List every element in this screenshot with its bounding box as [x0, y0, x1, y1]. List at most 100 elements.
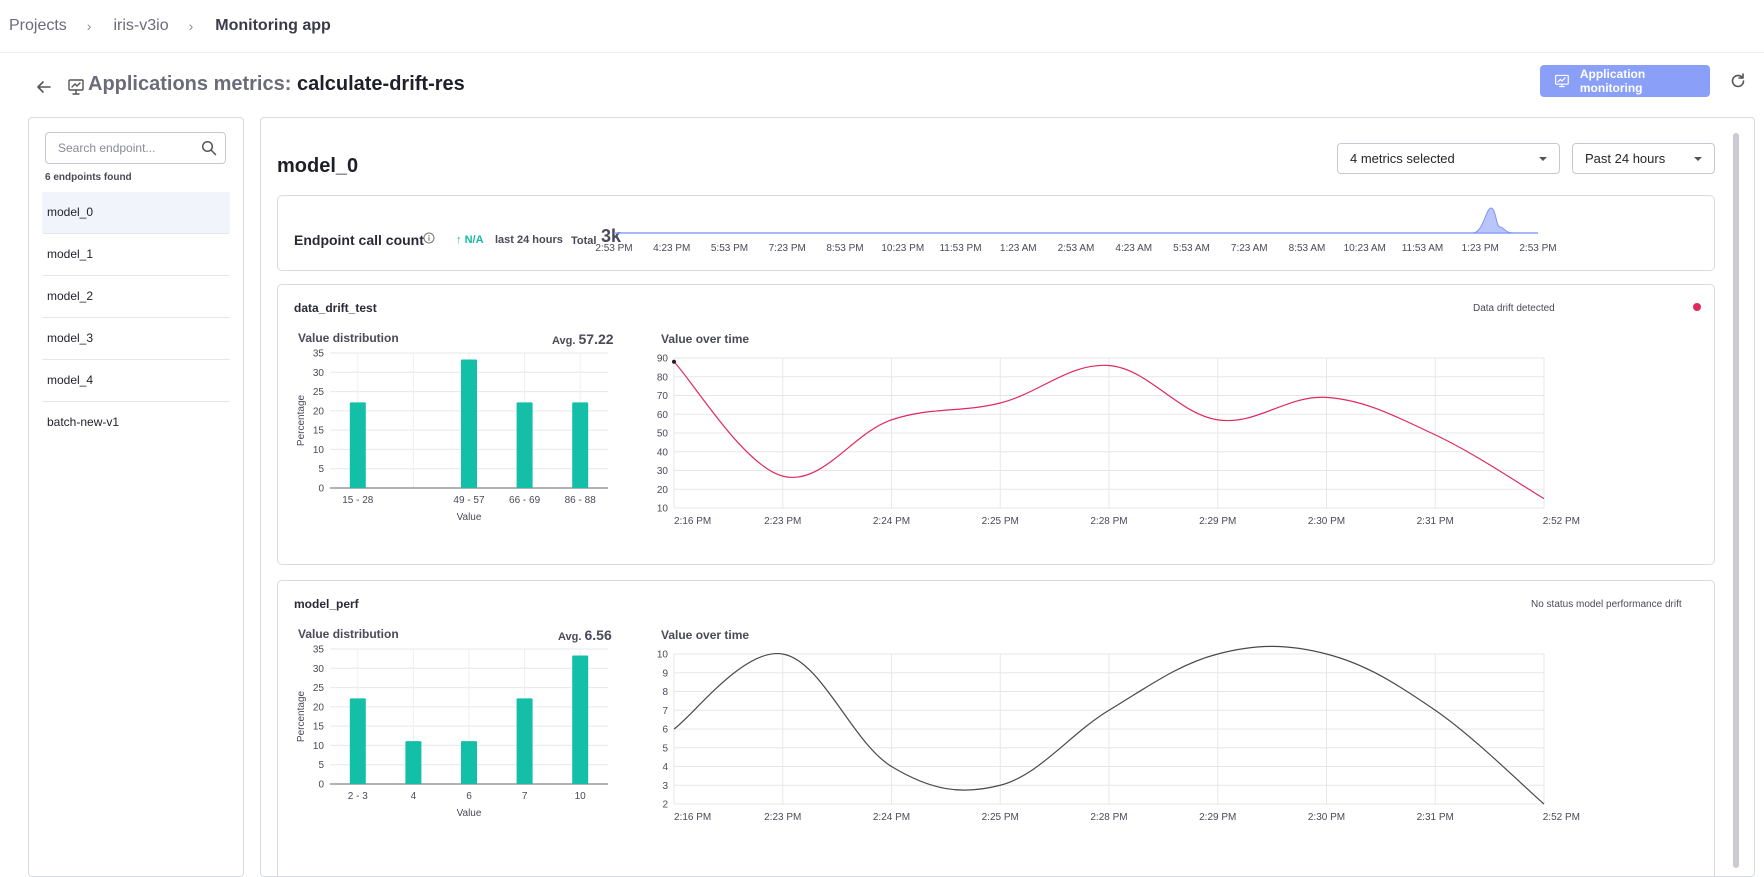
x-tick-label: 1:23 PM [1462, 243, 1499, 254]
x-tick-label: 2:28 PM [1090, 516, 1127, 527]
endpoints-found-count: 6 endpoints found [45, 172, 132, 183]
breadcrumb-project[interactable]: iris-v3io [113, 17, 169, 34]
y-tick-label: 5 [318, 760, 324, 771]
chevron-right-icon: › [86, 18, 92, 34]
call-count-sparkline: 2:53 PM 4:23 PM 5:53 PM 7:23 PM 8:53 PM 10:23… [595, 207, 1557, 254]
metrics-panel: model_0 4 metrics selected Past 24 hours… [260, 117, 1755, 877]
y-tick-label: 5 [318, 464, 324, 475]
y-tick-label: 30 [313, 664, 325, 675]
x-tick-label: 8:53 PM [826, 243, 863, 254]
refresh-icon[interactable] [1728, 71, 1748, 91]
time-range-select[interactable]: Past 24 hours [1572, 143, 1715, 174]
x-tick-label: 8:53 AM [1289, 243, 1326, 254]
back-arrow-icon[interactable] [34, 77, 54, 97]
call-count-title: Endpoint call count [294, 232, 424, 248]
page-title-name: calculate-drift-res [296, 73, 465, 95]
endpoint-item[interactable]: model_2 [42, 276, 230, 318]
bar [572, 655, 589, 784]
average-number: 57.22 [578, 331, 614, 347]
page-header: Applications metrics: calculate-drift-re… [0, 60, 1764, 114]
chevron-right-icon: › [188, 18, 194, 34]
endpoint-item[interactable]: batch-new-v1 [47, 415, 120, 429]
x-tick-label: 86 - 88 [565, 495, 597, 506]
y-tick-label: 20 [657, 485, 669, 496]
y-axis-title: Percentage [296, 690, 307, 742]
x-tick-label: 1:23 AM [1000, 243, 1037, 254]
average-value: Avg. 6.56 [558, 627, 612, 643]
endpoint-call-count-card: Endpoint call count ↑ N/A last 24 hours … [277, 195, 1715, 271]
info-icon[interactable] [423, 232, 435, 244]
presentation-chart-icon [68, 79, 84, 95]
value-distribution-title: Value distribution [298, 331, 399, 345]
call-count-spike [1472, 207, 1514, 234]
y-tick-label: 20 [313, 702, 325, 713]
y-tick-label: 30 [313, 368, 325, 379]
y-tick-label: 35 [313, 349, 325, 360]
average-value: Avg. 57.22 [552, 331, 614, 347]
x-tick-label: 2:25 PM [982, 516, 1019, 527]
endpoint-item[interactable]: model_3 [42, 318, 230, 360]
time-range-select-value: Past 24 hours [1585, 151, 1666, 166]
breadcrumb-current: Monitoring app [215, 17, 331, 34]
endpoint-item[interactable]: model_4 [42, 360, 230, 402]
bar [516, 402, 533, 488]
y-tick-label: 25 [313, 683, 325, 694]
x-tick-label: 2:53 AM [1058, 243, 1095, 254]
search-box [45, 132, 226, 164]
x-tick-label: 7:23 AM [1231, 243, 1268, 254]
y-tick-label: 40 [657, 447, 669, 458]
metrics-select-value: 4 metrics selected [1350, 151, 1455, 166]
y-tick-label: 8 [662, 687, 668, 698]
bar [405, 741, 422, 784]
x-tick-label: 2:53 PM [1519, 243, 1556, 254]
call-count-trend: ↑ N/A [456, 234, 484, 246]
x-tick-label: 2 - 3 [348, 791, 368, 802]
scrollbar-thumb[interactable] [1733, 133, 1739, 868]
y-tick-label: 15 [313, 426, 325, 437]
model-title: model_0 [277, 155, 359, 177]
drift-status-dot [1693, 303, 1701, 311]
endpoint-item[interactable]: model_1 [42, 234, 230, 276]
value-over-time-title: Value over time [661, 332, 750, 346]
x-tick-label: 4:23 PM [653, 243, 690, 254]
endpoint-item[interactable]: model_0 [42, 192, 230, 234]
y-tick-label: 35 [313, 645, 325, 656]
x-tick-label: 2:16 PM [674, 812, 711, 823]
x-tick-label: 11:53 PM [939, 243, 981, 254]
search-input[interactable] [46, 133, 196, 163]
caret-down-icon [1539, 157, 1547, 161]
breadcrumb-projects[interactable]: Projects [9, 17, 67, 34]
search-icon[interactable] [201, 140, 217, 156]
monitoring-icon [1554, 74, 1569, 88]
y-tick-label: 7 [662, 706, 668, 717]
bar [516, 698, 533, 784]
x-tick-label: 2:29 PM [1199, 812, 1236, 823]
metrics-select[interactable]: 4 metrics selected [1337, 143, 1560, 174]
series-line [673, 645, 1545, 805]
application-monitoring-button[interactable]: Application monitoring [1540, 65, 1710, 97]
y-axis-title: Percentage [296, 394, 307, 446]
metric-name: data_drift_test [294, 301, 377, 315]
x-axis-title: Value [457, 512, 482, 523]
x-tick-label: 10:23 PM [881, 243, 924, 254]
bar [572, 402, 589, 488]
x-tick-label: 15 - 28 [342, 495, 374, 506]
value-distribution-title: Value distribution [298, 627, 399, 641]
x-axis-title: Value [457, 808, 482, 819]
x-tick-label: 2:24 PM [873, 812, 910, 823]
y-tick-label: 70 [657, 391, 669, 402]
average-number: 6.56 [584, 627, 612, 643]
y-tick-label: 6 [662, 725, 668, 736]
y-tick-label: 50 [657, 429, 669, 440]
call-count-total-value: 3k [601, 226, 622, 246]
x-tick-label: 2:24 PM [873, 516, 910, 527]
value-over-time-title: Value over time [661, 628, 750, 642]
metric-card: model_perf No status model performance d… [277, 580, 1715, 876]
x-tick-label: 2:23 PM [764, 516, 801, 527]
y-tick-label: 25 [313, 387, 325, 398]
x-tick-label: 2:53 PM [595, 243, 632, 254]
metric-name: model_perf [294, 597, 359, 611]
y-tick-label: 9 [662, 668, 668, 679]
bar [349, 698, 366, 784]
x-tick-label: 2:23 PM [764, 812, 801, 823]
